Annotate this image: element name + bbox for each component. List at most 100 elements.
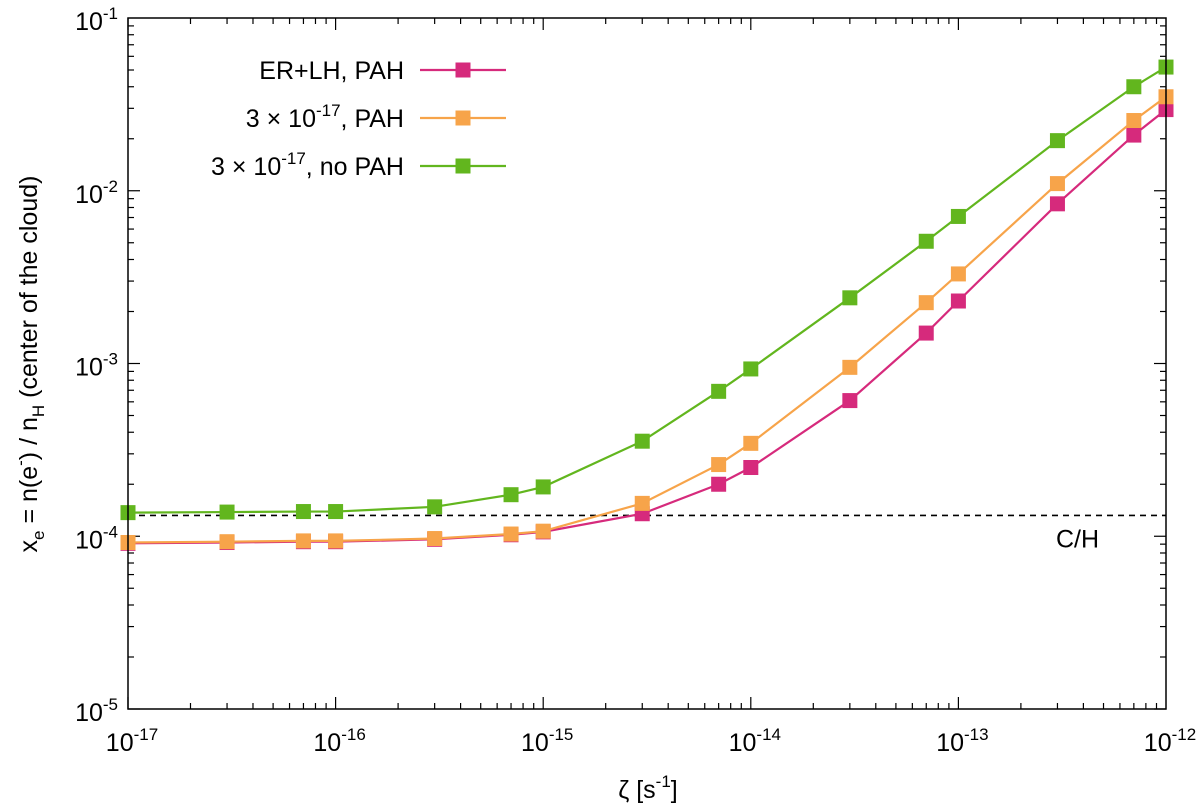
legend-label: 3 × 10-17, PAH	[246, 101, 404, 133]
y-tick-label: 10-1	[75, 4, 118, 36]
data-point	[743, 460, 759, 476]
plot-frame	[127, 17, 1167, 710]
x-axis-label-main: ζ [s	[618, 776, 655, 804]
x-tick-label-base: 10	[936, 729, 964, 757]
x-tick-label: 10-13	[936, 725, 988, 757]
data-point	[1126, 113, 1142, 129]
data-point	[1126, 79, 1142, 95]
y-axis-label-tail: (center of the cloud)	[15, 176, 43, 405]
x-tick-labels: 10-17 10-16 10-15 10-14 10-13 10-12	[106, 725, 1196, 757]
x-tick-label: 10-16	[313, 725, 365, 757]
y-axis-label-sup-minus: -	[11, 460, 30, 466]
y-tick-label-exponent: -2	[103, 177, 118, 196]
x-tick-label-exponent: -15	[549, 725, 574, 744]
reference-line-label: C/H	[1056, 525, 1099, 553]
series-3	[120, 59, 1174, 521]
series-line	[127, 66, 1167, 514]
legend-label-exponent: -17	[281, 149, 306, 168]
x-tick-label-exponent: -13	[964, 725, 989, 744]
y-tick-label-exponent: -5	[103, 695, 118, 714]
data-point	[219, 534, 235, 550]
y-axis-label-mid2: ) / n	[15, 417, 43, 460]
y-tick-label-base: 10	[75, 526, 103, 554]
legend-label-exponent: -17	[316, 101, 341, 120]
data-point	[918, 233, 934, 249]
x-tick-label: 10-15	[521, 725, 573, 757]
data-point	[1049, 196, 1065, 212]
data-point	[711, 476, 727, 492]
data-point	[743, 361, 759, 377]
data-point	[219, 504, 235, 520]
data-point	[503, 487, 519, 503]
legend-swatch-marker	[455, 158, 471, 174]
x-tick-label: 10-17	[106, 725, 158, 757]
data-point	[842, 393, 858, 409]
x-tick-label: 10-14	[729, 725, 781, 757]
y-tick-label: 10-4	[75, 522, 118, 554]
data-point	[1049, 176, 1065, 192]
x-tick-label-exponent: -16	[341, 725, 366, 744]
y-axis-label: xe = n(e-) / nH (center of the cloud)	[11, 176, 48, 553]
data-point	[328, 533, 344, 549]
series-line	[127, 95, 1167, 544]
data-point	[950, 293, 966, 309]
x-tick-label-base: 10	[729, 729, 757, 757]
data-point	[918, 295, 934, 311]
legend-label-text: 3 × 10	[211, 153, 281, 181]
data-point	[295, 533, 311, 549]
data-point	[634, 433, 650, 449]
data-point	[634, 495, 650, 511]
data-point	[427, 499, 443, 515]
series-group	[120, 59, 1174, 551]
data-point	[711, 383, 727, 399]
y-tick-labels: 10-510-410-310-210-1	[75, 4, 118, 727]
y-tick-label-base: 10	[75, 181, 103, 209]
y-axis-label-sub-h: H	[29, 405, 48, 417]
x-axis-label-close: ]	[671, 776, 678, 804]
y-tick-label-base: 10	[75, 354, 103, 382]
data-point	[1049, 133, 1065, 149]
x-axis-label: ζ [s-1]	[618, 772, 678, 804]
y-tick-label: 10-2	[75, 177, 118, 209]
legend-label-text: 3 × 10	[246, 105, 316, 133]
x-tick-label-base: 10	[1144, 729, 1172, 757]
y-tick-label-exponent: -1	[103, 4, 118, 23]
x-tick-label-base: 10	[313, 729, 341, 757]
data-point	[950, 208, 966, 224]
y-axis-label-mid: = n(e	[15, 466, 43, 531]
y-tick-label-exponent: -3	[103, 350, 118, 369]
x-tick-label-exponent: -12	[1172, 725, 1197, 744]
data-point	[535, 523, 551, 539]
x-tick-label-exponent: -14	[756, 725, 781, 744]
y-tick-label: 10-5	[75, 695, 118, 727]
y-tick-label: 10-3	[75, 350, 118, 382]
x-tick-label-base: 10	[521, 729, 549, 757]
legend-label: 3 × 10-17, no PAH	[211, 149, 404, 181]
data-point	[427, 531, 443, 547]
y-axis-label-x: x	[15, 539, 43, 552]
data-point	[950, 266, 966, 282]
x-tick-label: 10-12	[1144, 725, 1196, 757]
data-point	[842, 290, 858, 306]
legend-label-suffix: , no PAH	[306, 153, 404, 181]
data-point	[295, 504, 311, 520]
legend-swatch-marker	[455, 110, 471, 126]
y-tick-label-base: 10	[75, 699, 103, 727]
data-point	[918, 325, 934, 341]
data-point	[1126, 127, 1142, 143]
data-point	[842, 359, 858, 375]
y-tick-label-base: 10	[75, 8, 103, 36]
y-tick-label-exponent: -4	[103, 522, 118, 541]
x-tick-label-base: 10	[106, 729, 134, 757]
data-point	[711, 457, 727, 473]
legend-label-suffix: , PAH	[341, 105, 404, 133]
tick-marks	[127, 18, 1166, 710]
data-point	[328, 504, 344, 520]
data-point	[535, 479, 551, 495]
data-point	[503, 526, 519, 542]
legend-swatch-marker	[455, 62, 471, 78]
series-2	[120, 89, 1174, 551]
y-axis-label-sub-e: e	[29, 530, 48, 539]
